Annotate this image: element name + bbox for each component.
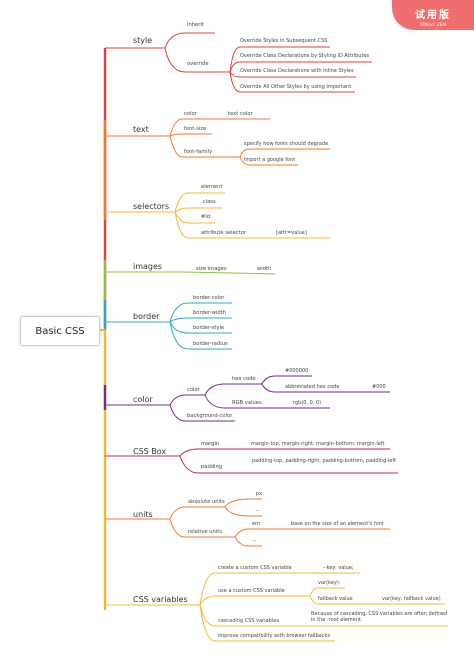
trial-watermark: 试用版 XMind: ZEN <box>392 0 474 30</box>
font-family-item-2[interactable]: import a google font <box>244 157 296 163</box>
branch-units[interactable]: units <box>133 510 153 519</box>
relative-unit-em[interactable]: em <box>252 521 260 527</box>
override-item-4[interactable]: Override All Other Styles by using Impor… <box>240 84 352 90</box>
cascading-variables-value[interactable]: Because of cascading, CSS variables are … <box>311 611 448 624</box>
override-item-2[interactable]: Override Class Declarations by Styling I… <box>240 53 370 59</box>
branch-css-box[interactable]: CSS Box <box>133 447 167 456</box>
topic-color[interactable]: color <box>187 387 200 393</box>
branch-css-variables[interactable]: CSS variables <box>133 595 188 604</box>
override-item-1[interactable]: Override Styles in Subsequent CSS <box>240 38 328 44</box>
topic-create-variable[interactable]: create a custom CSS variable <box>218 565 292 571</box>
topic-size-images-value[interactable]: width <box>257 266 272 272</box>
topic-margin[interactable]: margin <box>201 441 220 447</box>
relative-unit-em-value[interactable]: base on the size of an element's font <box>291 521 384 527</box>
topic-relative-units[interactable]: relative units <box>188 529 222 535</box>
border-style[interactable]: border-style <box>193 325 225 331</box>
create-variable-value[interactable]: --key: value; <box>323 565 354 571</box>
selector-attribute[interactable]: attribute selector <box>201 230 246 236</box>
rgb-value[interactable]: rgb(0, 0, 0) <box>293 400 322 406</box>
selector-element[interactable]: element <box>201 184 223 190</box>
topic-rgb-values[interactable]: RGB values <box>232 400 262 406</box>
topic-font-family[interactable]: font-family <box>184 149 213 155</box>
padding-value[interactable]: padding-top, padding-right, padding-bott… <box>252 458 397 464</box>
branch-images[interactable]: images <box>133 262 163 271</box>
border-color[interactable]: border-color <box>193 295 225 301</box>
topic-override[interactable]: override <box>187 61 209 67</box>
override-item-3[interactable]: Override Class Declarations with Inline … <box>240 68 354 74</box>
topic-font-size[interactable]: font-size <box>184 126 207 132</box>
use-variable-value[interactable]: var(key); <box>318 580 341 586</box>
topic-inherit[interactable]: inherit <box>187 22 204 28</box>
margin-value[interactable]: margin-top, margin-right, margin-bottom,… <box>251 441 385 447</box>
topic-text-color[interactable]: color <box>184 111 197 117</box>
absolute-unit-px[interactable]: px <box>256 491 263 497</box>
abbreviated-hex-value[interactable]: #000 <box>372 384 386 390</box>
hex-code-value[interactable]: #000000 <box>285 368 309 374</box>
topic-hex-code[interactable]: hex code <box>232 376 256 382</box>
absolute-unit-more[interactable]: ... <box>256 507 261 513</box>
font-family-item-1[interactable]: specify how fonts should degrade <box>244 141 329 147</box>
border-width[interactable]: border-width <box>193 310 226 316</box>
topic-size-images[interactable]: size images <box>196 266 227 272</box>
topic-absolute-units[interactable]: absolute units <box>188 499 225 505</box>
topic-cascading-variables[interactable]: cascading CSS variables <box>218 618 279 624</box>
topic-improve-compatibility[interactable]: improve compatibility with browser fallb… <box>218 633 331 639</box>
topic-abbreviated-hex[interactable]: abbreviated hex code <box>285 384 340 390</box>
selector-attribute-value[interactable]: [attr=value] <box>276 230 307 236</box>
fallback-value-syntax[interactable]: var(key, fallback value) <box>382 596 441 602</box>
watermark-subtitle: XMind: ZEN <box>419 23 447 28</box>
root-topic[interactable]: Basic CSS <box>20 316 100 346</box>
relative-unit-more[interactable]: ... <box>252 537 257 543</box>
branch-selectors[interactable]: selectors <box>133 202 170 211</box>
topic-text-color-value[interactable]: text color <box>228 111 253 117</box>
selector-class[interactable]: .class <box>201 199 216 205</box>
border-radius[interactable]: border-radius <box>193 341 228 347</box>
branch-text[interactable]: text <box>133 125 149 134</box>
branch-color[interactable]: color <box>133 395 153 404</box>
topic-fallback-value[interactable]: fallback value <box>318 596 353 602</box>
selector-id[interactable]: #id <box>201 214 211 220</box>
branch-style[interactable]: style <box>133 36 153 45</box>
topic-background-color[interactable]: background-color <box>187 413 233 419</box>
topic-padding[interactable]: padding <box>201 464 223 470</box>
watermark-title: 试用版 <box>415 10 451 21</box>
branch-border[interactable]: border <box>133 312 160 321</box>
topic-use-variable[interactable]: use a custom CSS variable <box>218 588 285 594</box>
